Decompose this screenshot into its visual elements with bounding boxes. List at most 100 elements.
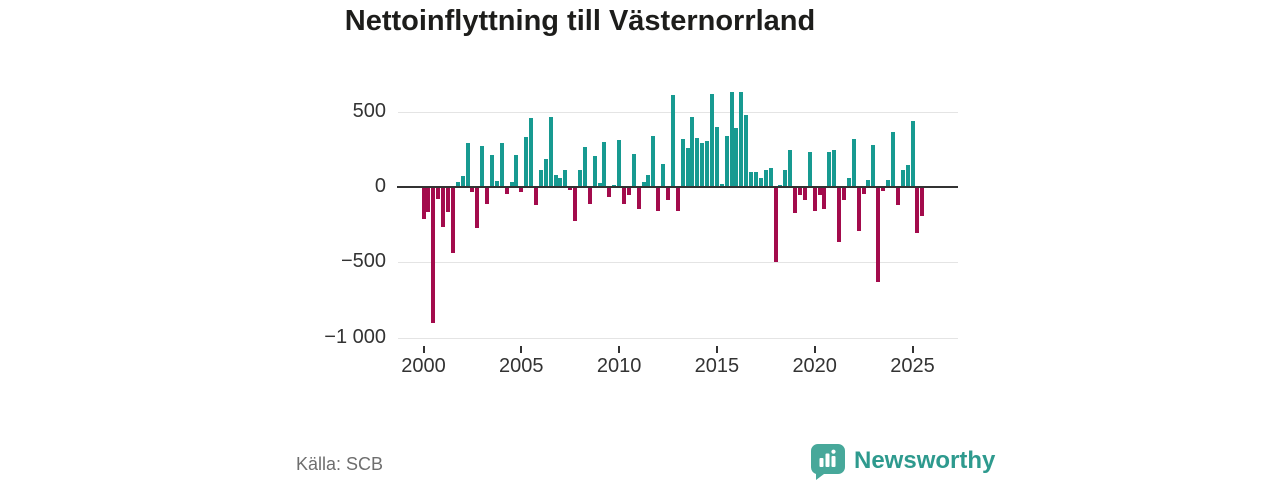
x-axis-label-2000: 2000 (401, 355, 446, 377)
bar-62 (724, 135, 729, 187)
bar-95 (886, 179, 891, 187)
x-tick-2000 (422, 346, 425, 353)
bar-94 (881, 187, 886, 192)
bar-60 (714, 126, 719, 187)
bar-46 (646, 175, 651, 187)
bar-64 (734, 127, 739, 187)
bar-78 (802, 187, 807, 201)
bar-68 (754, 171, 759, 187)
bar-13 (485, 187, 490, 205)
x-tick-2015 (715, 346, 718, 353)
bar-16 (499, 143, 504, 187)
x-axis-label-2020: 2020 (792, 355, 837, 377)
bar-55 (690, 116, 695, 187)
bar-54 (685, 147, 690, 187)
bar-45 (641, 182, 646, 187)
bar-72 (773, 187, 778, 263)
bar-42 (626, 187, 631, 196)
bar-66 (744, 115, 749, 187)
x-axis-label-2010: 2010 (596, 355, 642, 377)
bar-88 (851, 138, 856, 187)
bar-32 (577, 169, 582, 187)
bar-23 (533, 187, 538, 206)
bar-33 (582, 146, 587, 187)
bar-67 (749, 171, 754, 187)
chart-title: Nettoinflyttning till Västernorrland (344, 5, 816, 37)
bar-19 (514, 155, 519, 187)
bar-38 (607, 187, 612, 198)
source-note: Källa: SCB (296, 454, 384, 474)
bar-93 (876, 187, 881, 283)
bar-1 (426, 187, 431, 212)
bar-76 (793, 187, 798, 214)
bar-52 (675, 187, 680, 212)
gridline--500 (398, 262, 958, 264)
bar-17 (504, 187, 509, 194)
bar-41 (621, 187, 626, 204)
brand-name: Newsworthy (854, 447, 996, 474)
bar-20 (519, 187, 524, 193)
bar-77 (798, 187, 803, 196)
x-axis-label-2025: 2025 (890, 355, 935, 377)
x-tick-2010 (618, 346, 621, 353)
bar-44 (636, 187, 641, 210)
bar-80 (812, 187, 817, 212)
bar-96 (890, 131, 895, 187)
bar-61 (719, 183, 724, 187)
bar-101 (915, 187, 920, 233)
y-axis-label--500: −500 (340, 250, 386, 273)
bar-7 (455, 182, 460, 187)
bar-12 (480, 145, 485, 187)
brand-footer: Newsworthy (810, 442, 995, 480)
bar-102 (920, 187, 925, 216)
bar-40 (617, 140, 622, 187)
bar-25 (543, 159, 548, 187)
bar-70 (763, 169, 768, 187)
bar-29 (563, 169, 568, 187)
x-axis-label-2015: 2015 (694, 355, 740, 377)
bar-92 (871, 145, 876, 187)
bar-27 (553, 174, 558, 187)
bar-11 (475, 187, 480, 229)
bar-51 (670, 94, 675, 187)
bar-21 (524, 136, 529, 187)
bar-97 (895, 187, 900, 205)
bar-31 (573, 187, 578, 222)
bar-8 (460, 176, 465, 187)
y-axis-label-0: 0 (374, 175, 386, 197)
bar-71 (768, 167, 773, 187)
bar-26 (548, 116, 553, 187)
newsworthy-logo-icon (811, 443, 845, 480)
bar-86 (842, 187, 847, 201)
bar-22 (529, 117, 534, 187)
bar-36 (597, 182, 602, 187)
bar-4 (441, 187, 446, 227)
bar-47 (651, 135, 656, 187)
bar-0 (421, 187, 426, 219)
bar-69 (758, 177, 763, 187)
bar-5 (445, 187, 450, 212)
bar-91 (866, 179, 871, 187)
bar-14 (489, 155, 494, 187)
x-tick-2020 (813, 346, 816, 353)
bar-57 (700, 142, 705, 187)
gridline-500 (398, 111, 958, 113)
y-axis-label-500: 500 (352, 99, 386, 122)
bar-81 (817, 187, 822, 196)
bar-53 (680, 138, 685, 187)
bar-28 (558, 177, 563, 187)
bar-58 (705, 140, 710, 187)
bar-98 (900, 170, 905, 187)
bar-35 (592, 155, 597, 187)
bar-48 (656, 187, 661, 212)
bar-56 (695, 137, 700, 187)
bar-30 (568, 187, 573, 190)
bar-59 (710, 94, 714, 187)
bar-43 (631, 154, 636, 187)
bar-2 (431, 187, 436, 324)
bar-6 (450, 187, 455, 253)
y-axis-label--1000: −1 000 (324, 325, 386, 348)
bar-49 (661, 164, 666, 187)
